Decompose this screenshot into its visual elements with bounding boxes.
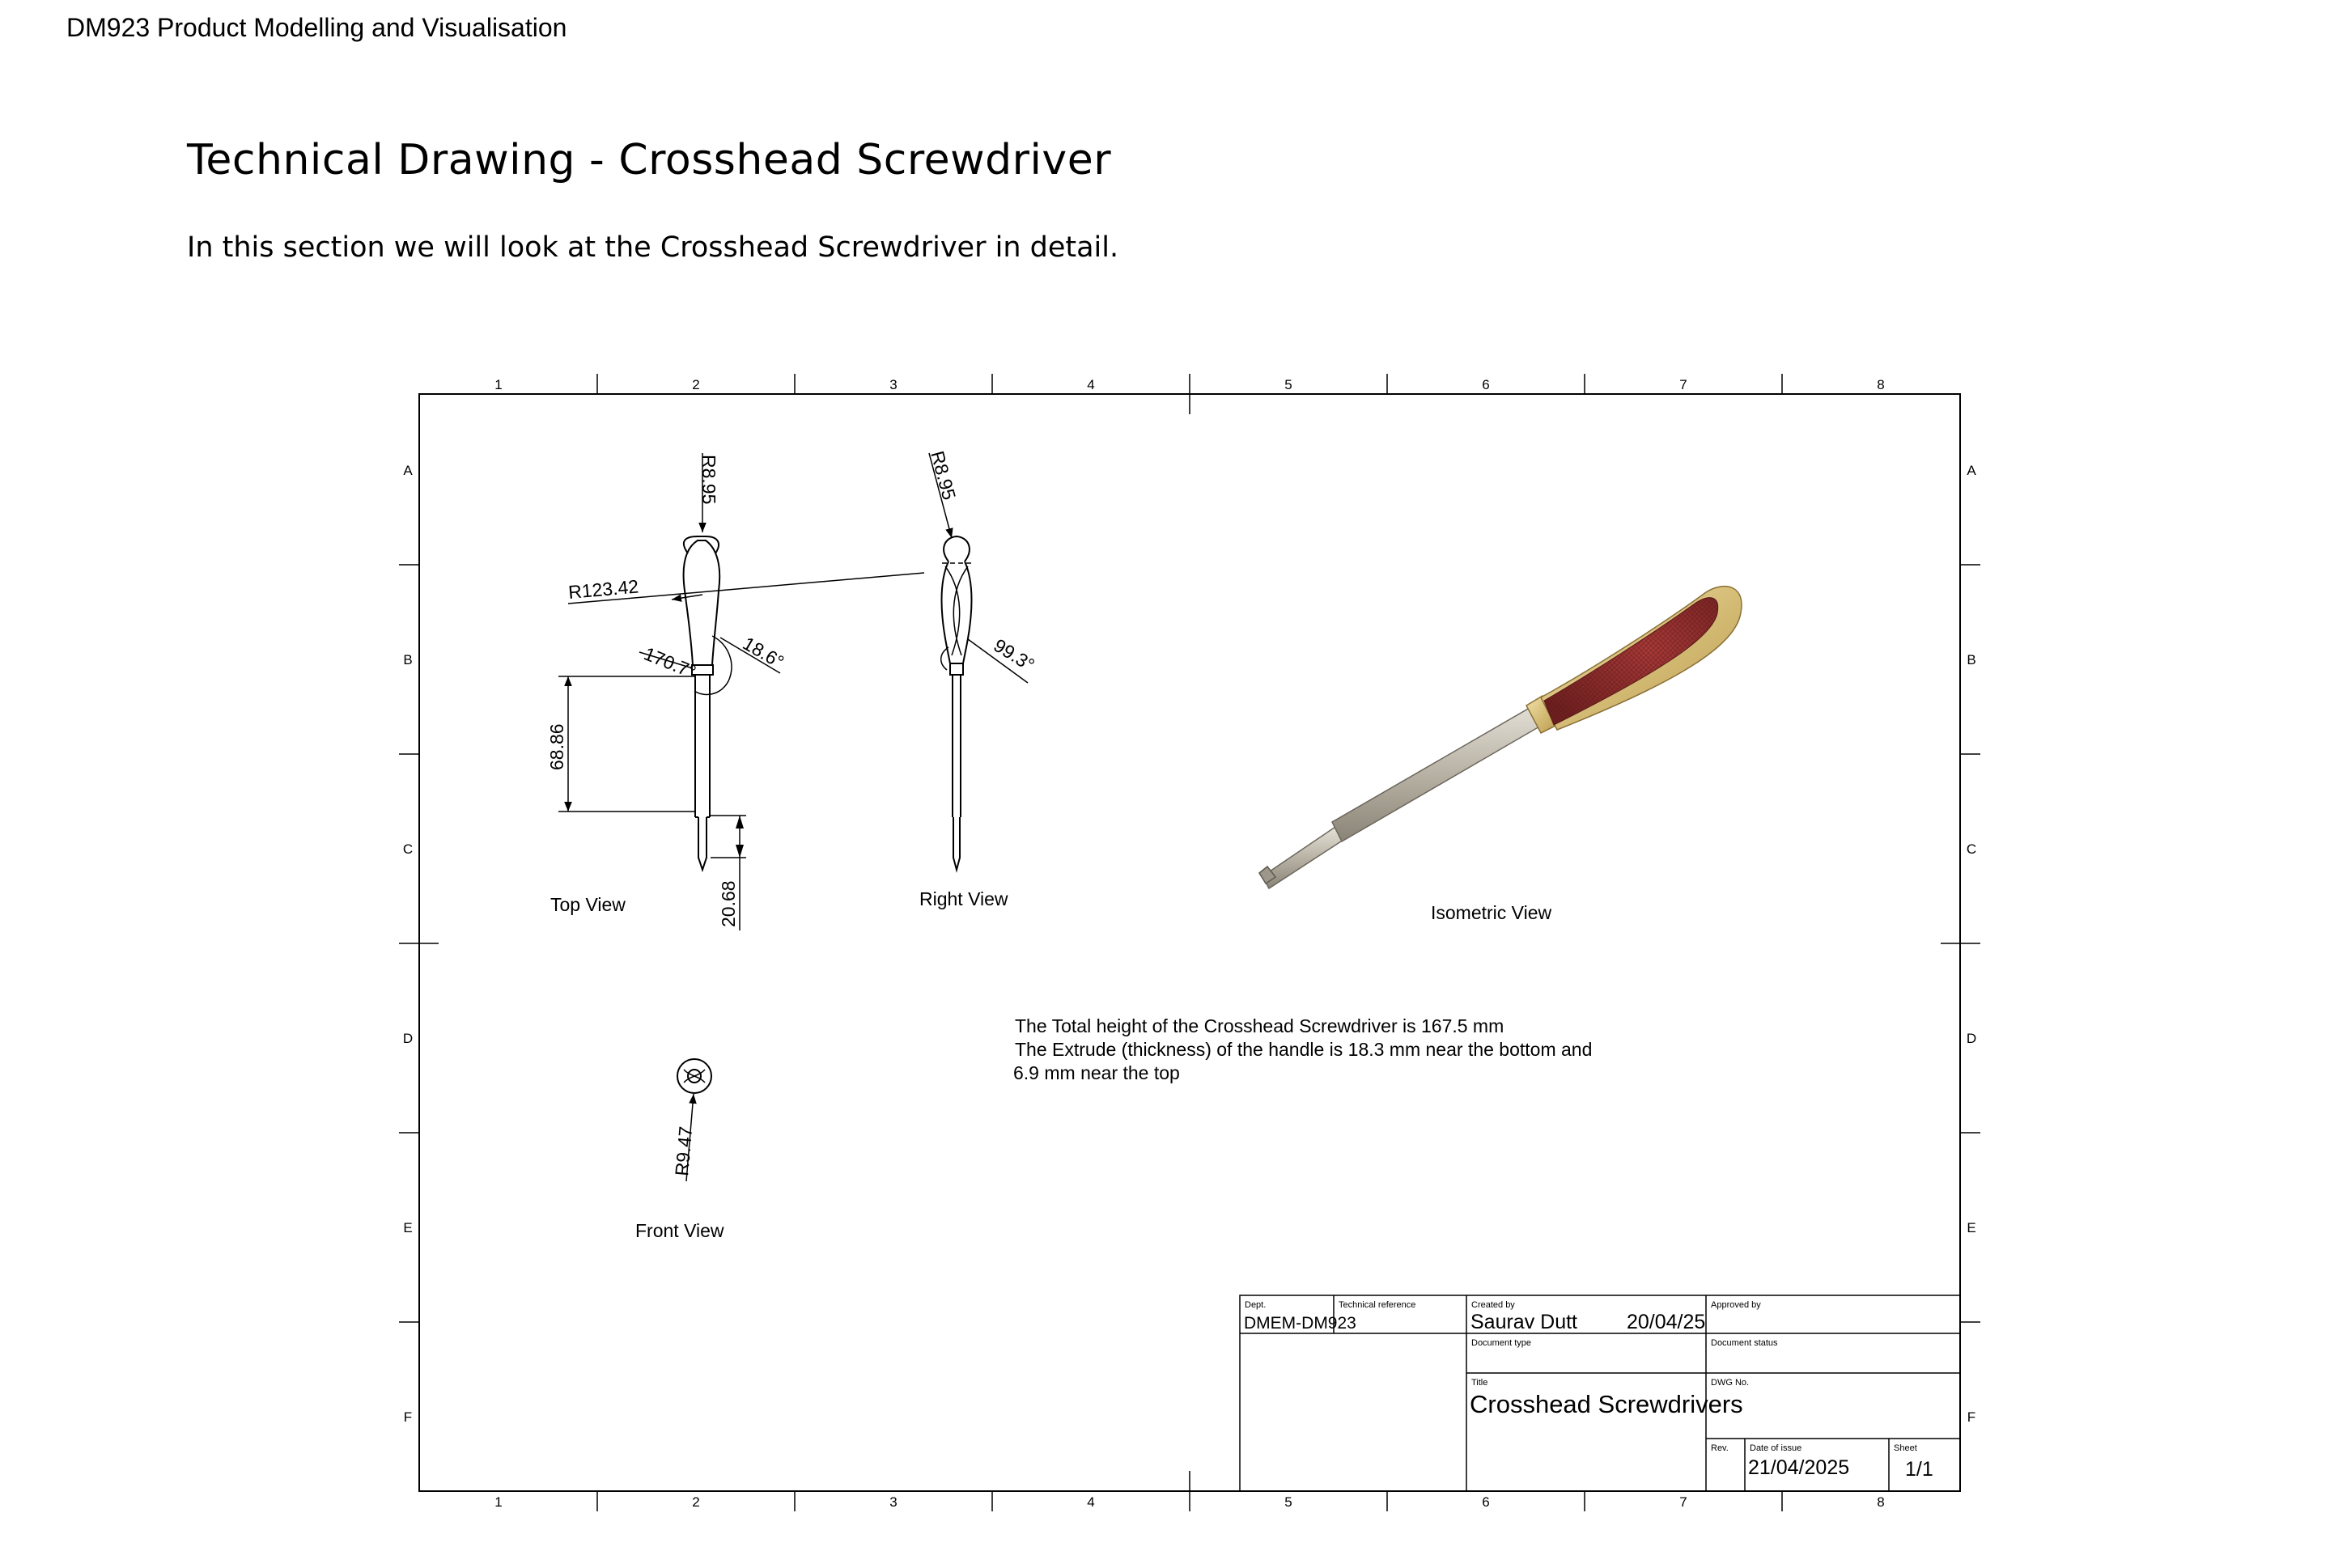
col-label-7: 7: [1679, 1494, 1687, 1510]
col-label-2: 2: [692, 377, 699, 392]
note-line-3: 6.9 mm near the top: [1013, 1062, 1180, 1083]
col-label-3: 3: [889, 377, 897, 392]
row-label-d: D: [1967, 1031, 1976, 1046]
dim-angle-right: 99.3°: [990, 634, 1038, 676]
tb-created-label: Created by: [1471, 1300, 1515, 1310]
row-label-d: D: [403, 1031, 413, 1046]
tb-title-label: Title: [1471, 1378, 1487, 1388]
tb-techref-label: Technical reference: [1339, 1300, 1415, 1310]
dim-tip-length: 20.68: [718, 880, 739, 927]
col-label-4: 4: [1087, 377, 1094, 392]
col-label-6: 6: [1482, 1494, 1489, 1510]
top-view-tip: [698, 817, 707, 873]
title-block: [1239, 1295, 1961, 1492]
dim-right-radius: R8.95: [927, 449, 960, 502]
col-label-4: 4: [1087, 1494, 1094, 1510]
dim-front-radius: R9.47: [671, 1125, 696, 1176]
front-view: [677, 1058, 712, 1182]
label-right-view: Right View: [919, 888, 1008, 909]
right-view: [928, 452, 1029, 873]
tb-dept-label: Dept.: [1245, 1300, 1266, 1310]
column-labels-bottom: 1 2 3 4 5 6 7 8: [494, 1494, 1884, 1510]
tb-created-value: Saurav Dutt: [1470, 1311, 1577, 1333]
dim-top-radius: R8.95: [698, 455, 719, 504]
col-label-5: 5: [1284, 1494, 1292, 1510]
col-label-1: 1: [494, 1494, 502, 1510]
row-label-b: B: [403, 652, 412, 667]
tb-doctype-label: Document type: [1471, 1338, 1531, 1348]
iso-tip-shaft: [1262, 825, 1345, 890]
row-label-a: A: [403, 463, 413, 478]
tb-created-date: 20/04/25: [1627, 1311, 1705, 1333]
row-label-c: C: [1967, 841, 1976, 857]
row-label-a: A: [1967, 463, 1976, 478]
row-label-c: C: [403, 841, 413, 857]
right-view-labels: R8.95 99.3° Right View: [919, 449, 1038, 909]
col-label-8: 8: [1877, 1494, 1884, 1510]
tb-issue-value: 21/04/2025: [1748, 1456, 1849, 1479]
col-label-8: 8: [1877, 377, 1884, 392]
tb-issue-label: Date of issue: [1750, 1443, 1801, 1453]
angle-arc: [694, 635, 732, 696]
row-labels-right: A B C D E F: [1967, 463, 1976, 1425]
right-view-handle-outline: [940, 561, 973, 664]
tb-rev-label: Rev.: [1711, 1443, 1729, 1453]
front-view-circle: [677, 1058, 712, 1094]
iso-phillips-tip: [1258, 865, 1277, 885]
dim-angle-right-leader: [967, 638, 1029, 684]
tb-approved-label: Approved by: [1711, 1300, 1761, 1310]
dim-shaft-length: 68.86: [546, 723, 567, 770]
note-line-1: The Total height of the Crosshead Screwd…: [1015, 1015, 1504, 1036]
dim-right-radius-leader: [928, 452, 953, 539]
isometric-view: [1258, 585, 1742, 890]
note-line-2: The Extrude (thickness) of the handle is…: [1015, 1039, 1592, 1060]
front-view-labels: R9.47 Front View: [635, 1125, 724, 1241]
col-label-7: 7: [1679, 377, 1687, 392]
row-label-f: F: [1967, 1409, 1975, 1425]
dim-long-radius-leader: [567, 572, 925, 604]
tb-dwg-label: DWG No.: [1711, 1378, 1749, 1388]
right-view-ferrule: [949, 663, 964, 676]
tb-sheet-value: 1/1: [1905, 1458, 1933, 1481]
tb-docstatus-label: Document status: [1711, 1338, 1778, 1348]
dim-front-radius-leader: [685, 1093, 697, 1182]
col-label-2: 2: [692, 1494, 699, 1510]
top-view-handle-cap: [682, 536, 719, 554]
col-label-1: 1: [494, 377, 502, 392]
label-front-view: Front View: [635, 1220, 724, 1241]
top-view-handle-outline: [682, 540, 721, 666]
row-label-f: F: [404, 1409, 412, 1425]
label-top-view: Top View: [550, 894, 626, 915]
course-header: DM923 Product Modelling and Visualisatio…: [66, 13, 567, 42]
tb-sheet-label: Sheet: [1894, 1443, 1917, 1453]
top-view: [558, 453, 925, 930]
intro-text: In this section we will look at the Cros…: [187, 231, 1119, 264]
zone-ticks: [399, 374, 1980, 1511]
row-label-b: B: [1967, 652, 1975, 667]
row-label-e: E: [1967, 1220, 1975, 1235]
tb-title-value: Crosshead Screwdrivers: [1470, 1390, 1743, 1418]
col-label-5: 5: [1284, 377, 1292, 392]
col-label-3: 3: [889, 1494, 897, 1510]
drawing-notes: The Total height of the Crosshead Screwd…: [1013, 1015, 1592, 1083]
row-labels-left: A B C D E F: [403, 463, 413, 1425]
dim-angle-small-leader: [719, 637, 781, 674]
top-view-labels: R8.95 R123.42 18.6° 170.7° 68.86 20.68 T…: [546, 455, 787, 927]
right-view-handle-cap: [943, 535, 970, 562]
isometric-view-labels: Isometric View: [1431, 902, 1552, 923]
top-view-ferrule: [691, 664, 714, 676]
right-view-tip: [953, 817, 961, 873]
row-label-e: E: [403, 1220, 412, 1235]
dim-angle-large-leader: [639, 651, 694, 669]
page-title: Technical Drawing - Crosshead Screwdrive…: [187, 136, 1112, 184]
col-label-6: 6: [1482, 377, 1489, 392]
iso-shaft: [1331, 701, 1552, 843]
label-isometric-view: Isometric View: [1431, 902, 1552, 923]
tb-dept-value: DMEM-DM923: [1244, 1314, 1356, 1333]
dim-angle-small: 18.6°: [740, 633, 788, 673]
title-block-text: Dept. DMEM-DM923 Technical reference Cre…: [1244, 1300, 1933, 1481]
column-labels-top: 1 2 3 4 5 6 7 8: [494, 377, 1884, 392]
